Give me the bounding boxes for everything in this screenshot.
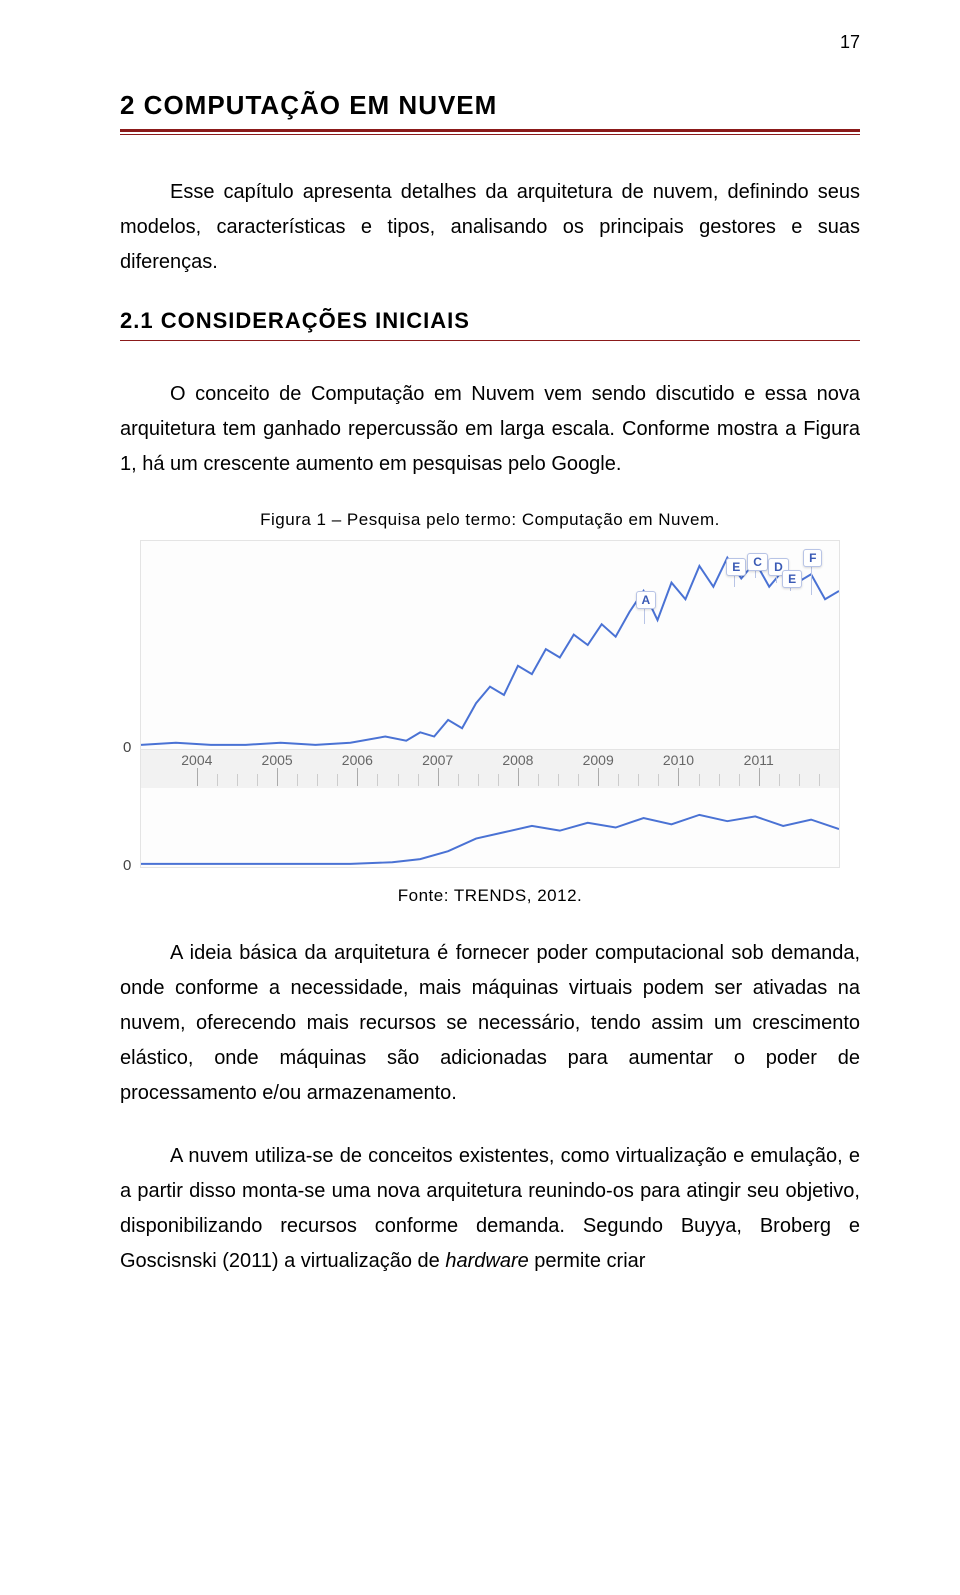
- axis-tick-minor: [719, 774, 720, 786]
- axis-tick-major: [277, 768, 278, 786]
- axis-tick-minor: [739, 774, 740, 786]
- chart-x-axis: 2004 2005 2006 2007 2008 2009 2010 2011: [140, 750, 840, 788]
- axis-tick-minor: [699, 774, 700, 786]
- axis-year-label: 2011: [744, 752, 774, 768]
- heading-2: 2.1 CONSIDERAÇÕES INICIAIS: [120, 308, 860, 334]
- axis-tick-minor: [257, 774, 258, 786]
- axis-tick-minor: [377, 774, 378, 786]
- axis-tick-minor: [237, 774, 238, 786]
- paragraph-intro-text: Esse capítulo apresenta detalhes da arqu…: [120, 181, 860, 273]
- axis-tick-minor: [618, 774, 619, 786]
- axis-tick-minor: [317, 774, 318, 786]
- axis-tick-minor: [398, 774, 399, 786]
- heading-1: 2 COMPUTAÇÃO EM NUVEM: [120, 90, 860, 121]
- paragraph-4-text-2: permite criar: [529, 1250, 646, 1272]
- axis-tick-major: [357, 768, 358, 786]
- axis-tick-minor: [498, 774, 499, 786]
- axis-tick-major: [598, 768, 599, 786]
- axis-tick-minor: [418, 774, 419, 786]
- axis-year-label: 2006: [342, 752, 373, 768]
- axis-tick-minor: [558, 774, 559, 786]
- trends-chart: 0 AECDEF 2004200520062007200820092010201…: [140, 540, 840, 868]
- paragraph-2: O conceito de Computação em Nuvem vem se…: [120, 377, 860, 482]
- axis-tick-minor: [297, 774, 298, 786]
- axis-year-label: 2007: [422, 752, 453, 768]
- axis-tick-major: [518, 768, 519, 786]
- page: 17 2 COMPUTAÇÃO EM NUVEM Esse capítulo a…: [0, 0, 960, 1595]
- paragraph-2-text: O conceito de Computação em Nuvem vem se…: [120, 383, 860, 475]
- heading-1-rule: [120, 129, 860, 135]
- paragraph-3: A ideia básica da arquitetura é fornecer…: [120, 936, 860, 1111]
- chart-annotation-flag: A: [636, 591, 657, 609]
- axis-tick-minor: [638, 774, 639, 786]
- axis-year-label: 2008: [502, 752, 533, 768]
- axis-tick-major: [678, 768, 679, 786]
- axis-tick-major: [759, 768, 760, 786]
- axis-year-label: 2009: [583, 752, 614, 768]
- axis-year-label: 2010: [663, 752, 694, 768]
- chart-lower-panel: 0: [140, 788, 840, 868]
- chart-upper-panel: 0 AECDEF: [140, 540, 840, 750]
- chart-lower-zero-label: 0: [123, 857, 131, 874]
- chart-annotation-flag: F: [803, 549, 822, 567]
- chart-upper-zero-label: 0: [123, 739, 131, 756]
- axis-tick-minor: [478, 774, 479, 786]
- chart-annotation-flag: C: [747, 553, 768, 571]
- axis-tick-major: [197, 768, 198, 786]
- paragraph-3-text: A ideia básica da arquitetura é fornecer…: [120, 942, 860, 1104]
- axis-tick-minor: [337, 774, 338, 786]
- axis-tick-minor: [458, 774, 459, 786]
- axis-year-label: 2005: [262, 752, 293, 768]
- axis-tick-major: [438, 768, 439, 786]
- axis-tick-minor: [578, 774, 579, 786]
- paragraph-4-italic: hardware: [445, 1250, 528, 1272]
- axis-year-label: 2004: [181, 752, 212, 768]
- figure-source: Fonte: TRENDS, 2012.: [120, 886, 860, 906]
- paragraph-4: A nuvem utiliza-se de conceitos existent…: [120, 1139, 860, 1279]
- figure-caption: Figura 1 – Pesquisa pelo termo: Computaç…: [120, 510, 860, 530]
- chart-lower-line: [141, 788, 839, 867]
- heading-2-rule: [120, 340, 860, 341]
- axis-tick-minor: [799, 774, 800, 786]
- chart-annotation-flag: E: [782, 570, 802, 588]
- axis-tick-minor: [779, 774, 780, 786]
- page-number: 17: [840, 32, 860, 53]
- axis-tick-minor: [538, 774, 539, 786]
- paragraph-intro: Esse capítulo apresenta detalhes da arqu…: [120, 175, 860, 280]
- axis-tick-minor: [819, 774, 820, 786]
- axis-tick-minor: [217, 774, 218, 786]
- axis-tick-minor: [658, 774, 659, 786]
- chart-annotation-flag: E: [726, 558, 746, 576]
